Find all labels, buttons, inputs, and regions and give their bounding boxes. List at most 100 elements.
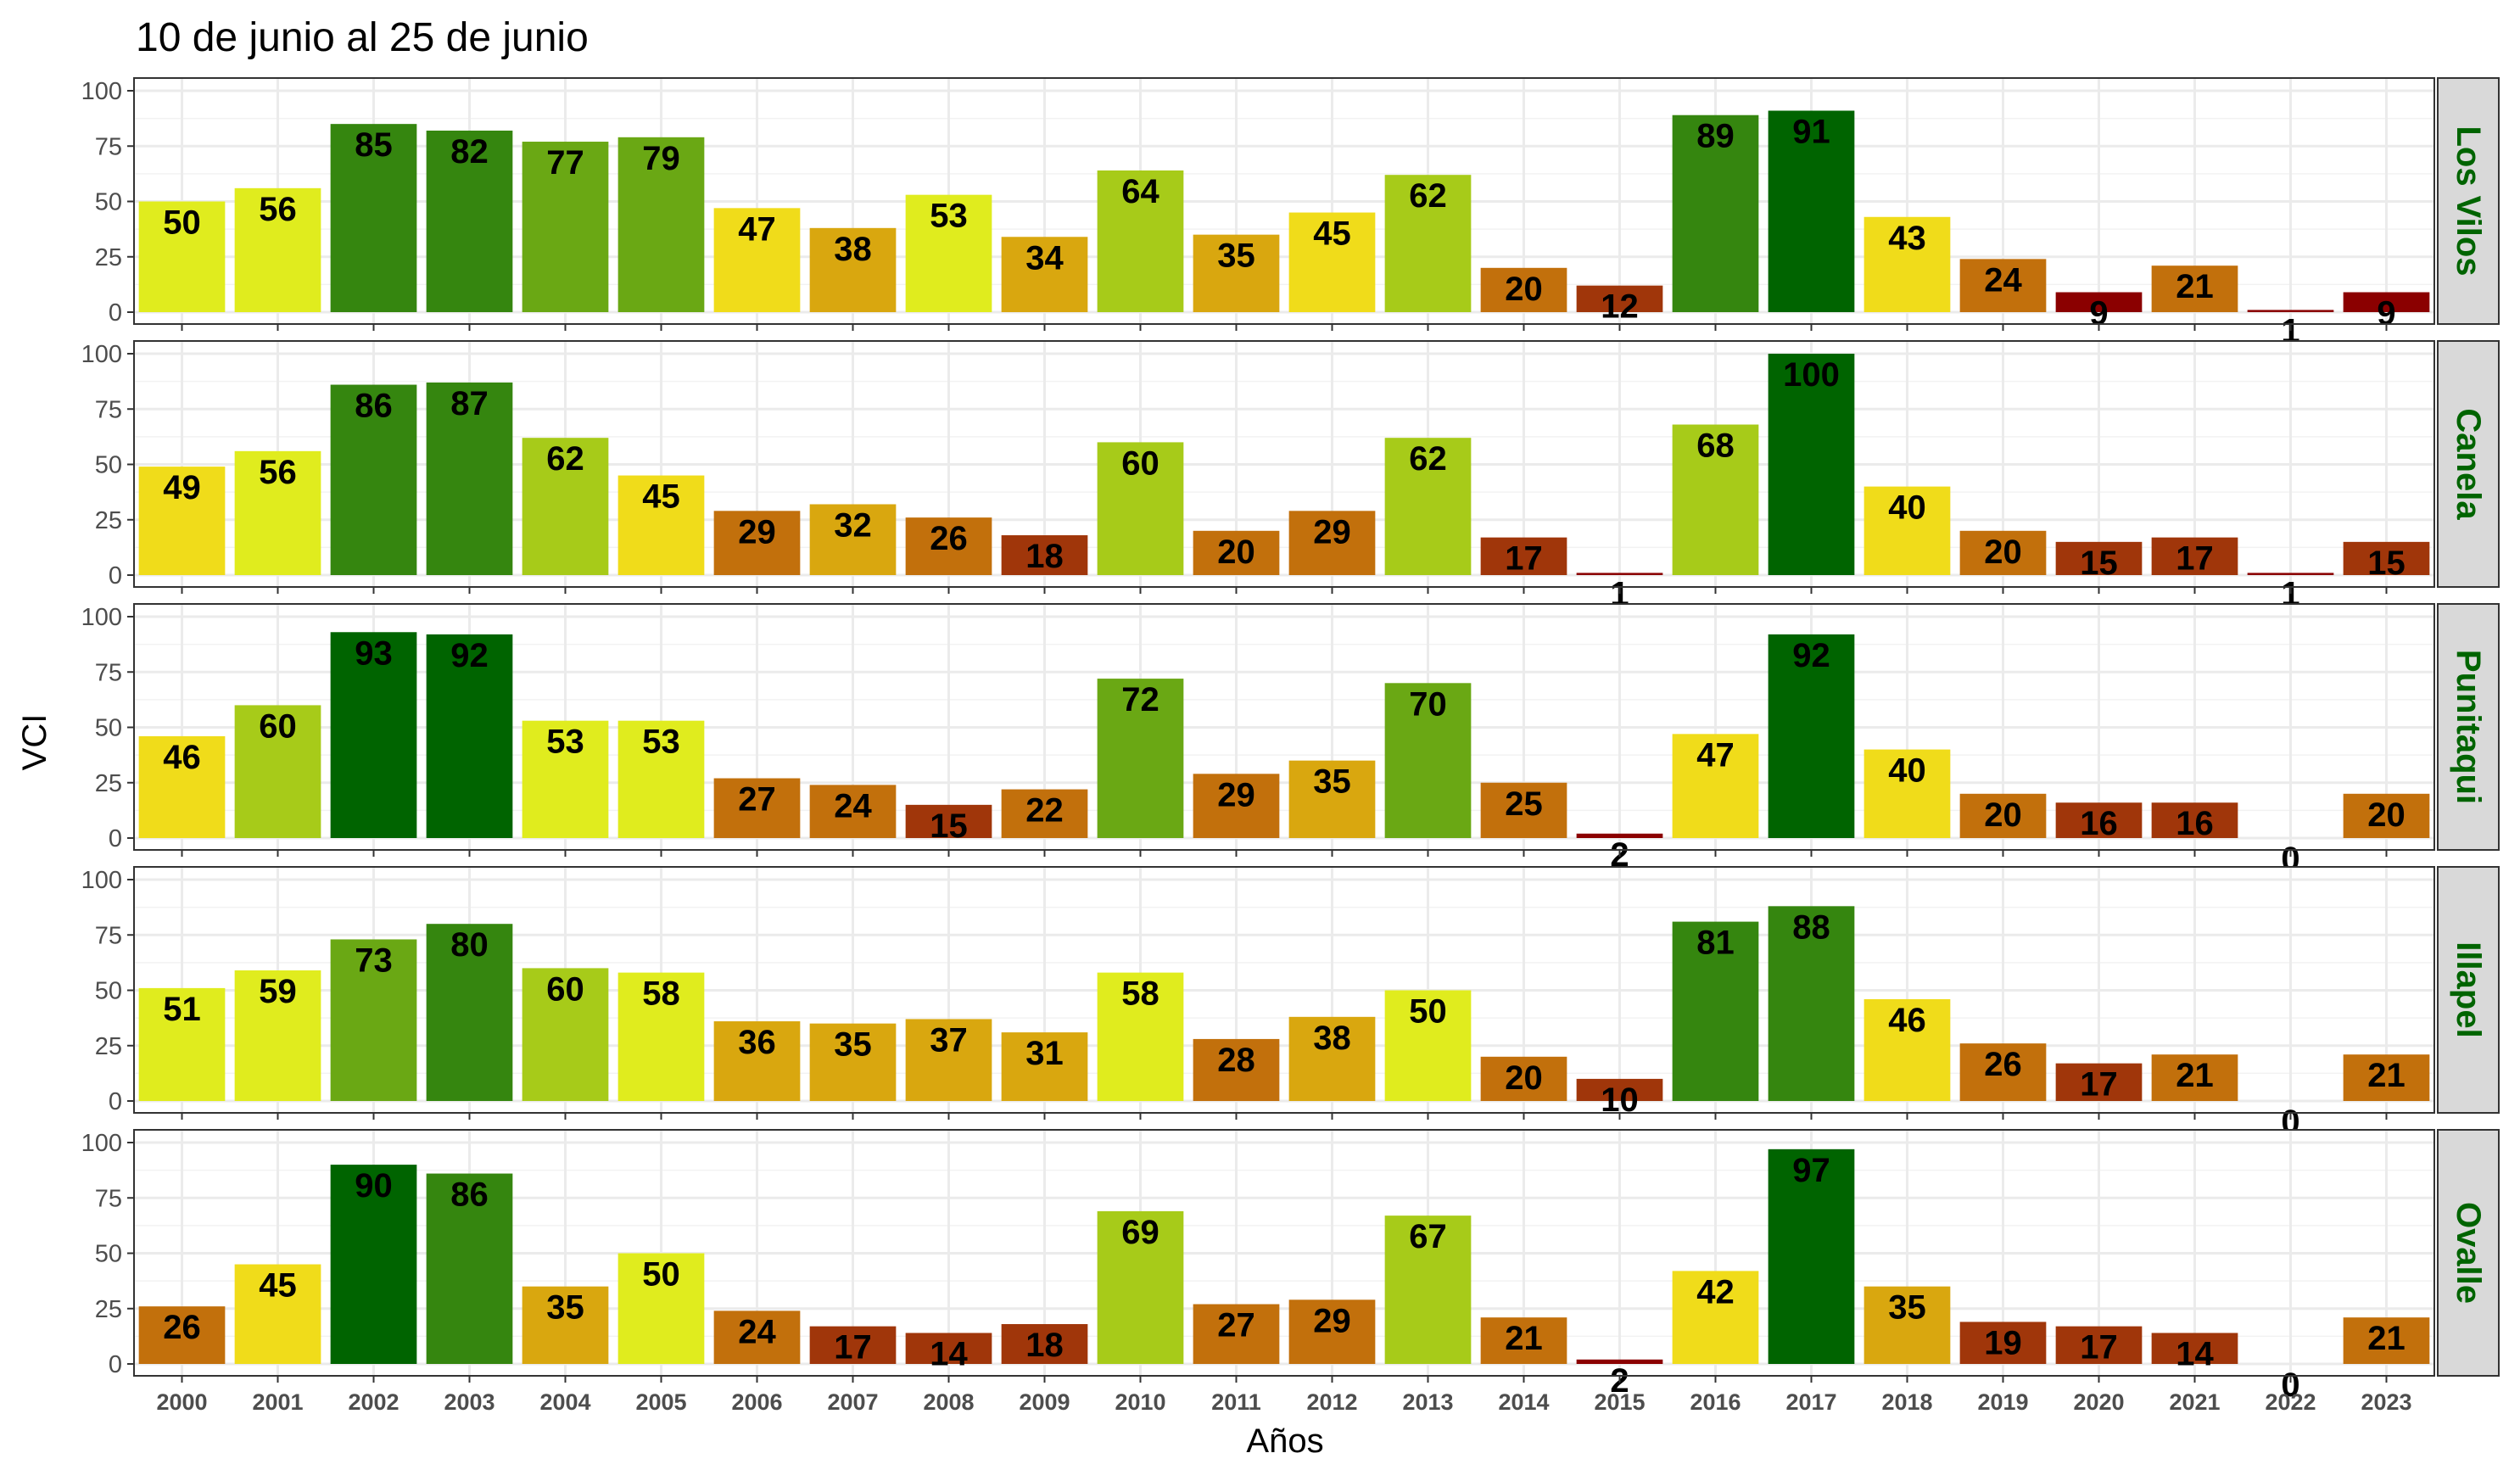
bar-value-label: 29 bbox=[1217, 776, 1255, 813]
bar-value-label: 20 bbox=[1217, 534, 1255, 571]
bar-value-label: 17 bbox=[2176, 540, 2214, 578]
x-tick-label: 2018 bbox=[1881, 1389, 1932, 1415]
bar-punitaqui-2005 bbox=[617, 720, 705, 838]
x-tick-label: 2003 bbox=[444, 1389, 495, 1415]
bar-punitaqui-2020 bbox=[2055, 802, 2143, 838]
x-tick-label: 2012 bbox=[1306, 1389, 1357, 1415]
bar-value-label: 34 bbox=[1025, 239, 1064, 277]
bar-value-label: 58 bbox=[1121, 975, 1159, 1013]
bar-value-label: 36 bbox=[738, 1024, 776, 1061]
y-tick-label: 0 bbox=[109, 1088, 122, 1115]
bar-value-label: 14 bbox=[2176, 1335, 2214, 1372]
y-tick-label: 50 bbox=[95, 452, 122, 479]
bar-ovalle-2000 bbox=[138, 1306, 226, 1364]
y-tick-label: 0 bbox=[109, 825, 122, 852]
bar-canela-2004 bbox=[522, 438, 609, 575]
bar-los-vilos-2013 bbox=[1384, 175, 1472, 312]
panel-border bbox=[133, 603, 2435, 851]
bar-value-label: 91 bbox=[1792, 113, 1830, 150]
bar-los-vilos-2005 bbox=[617, 137, 705, 312]
bar-canela-2016 bbox=[1672, 424, 1759, 575]
x-tick-label: 2004 bbox=[539, 1389, 590, 1415]
bar-value-label: 68 bbox=[1696, 428, 1735, 465]
y-tick-label: 0 bbox=[109, 1351, 122, 1378]
bar-canela-2020 bbox=[2055, 541, 2143, 575]
bar-illapel-2014 bbox=[1480, 1056, 1567, 1101]
bar-value-label: 18 bbox=[1025, 1327, 1064, 1364]
bar-value-label: 40 bbox=[1888, 752, 1926, 790]
bar-value-label: 90 bbox=[355, 1167, 393, 1204]
bar-value-label: 37 bbox=[930, 1021, 968, 1059]
bar-ovalle-2003 bbox=[426, 1173, 513, 1364]
y-tick-label: 75 bbox=[95, 396, 122, 423]
panel-border bbox=[133, 340, 2435, 588]
bar-value-label: 9 bbox=[2377, 295, 2395, 333]
bar-los-vilos-2020 bbox=[2055, 292, 2143, 312]
bar-canela-2021 bbox=[2151, 537, 2238, 575]
bar-illapel-2004 bbox=[522, 968, 609, 1101]
bar-value-label: 50 bbox=[1409, 993, 1447, 1031]
strip-label: Canela bbox=[2450, 408, 2487, 520]
bar-value-label: 46 bbox=[1888, 1002, 1926, 1039]
bar-punitaqui-2009 bbox=[1001, 789, 1088, 838]
bar-punitaqui-2004 bbox=[522, 720, 609, 838]
y-tick-label: 25 bbox=[95, 1033, 122, 1060]
strip-illapel bbox=[2437, 866, 2500, 1114]
x-axis-title: Años bbox=[1246, 1422, 1323, 1460]
bar-los-vilos-2023 bbox=[2343, 292, 2430, 312]
bar-illapel-2017 bbox=[1768, 906, 1855, 1101]
bar-value-label: 27 bbox=[738, 781, 776, 819]
bar-value-label: 60 bbox=[259, 707, 297, 745]
bar-value-label: 67 bbox=[1409, 1218, 1447, 1255]
bar-value-label: 56 bbox=[259, 454, 297, 491]
bar-value-label: 12 bbox=[1601, 288, 1639, 326]
bar-value-label: 80 bbox=[450, 926, 489, 964]
x-tick-label: 2007 bbox=[827, 1389, 878, 1415]
bar-ovalle-2008 bbox=[905, 1333, 992, 1364]
y-tick-label: 25 bbox=[95, 1296, 122, 1323]
bar-value-label: 15 bbox=[2080, 545, 2118, 582]
bar-value-label: 29 bbox=[1313, 513, 1351, 550]
bar-illapel-2002 bbox=[330, 939, 417, 1101]
bar-value-label: 26 bbox=[1984, 1046, 2022, 1083]
y-tick-label: 0 bbox=[109, 562, 122, 590]
bar-value-label: 17 bbox=[1505, 540, 1543, 578]
y-tick-label: 25 bbox=[95, 244, 122, 271]
bar-value-label: 20 bbox=[1505, 1059, 1543, 1097]
bar-canela-2011 bbox=[1193, 530, 1280, 575]
bar-los-vilos-2017 bbox=[1768, 110, 1855, 312]
bar-value-label: 15 bbox=[930, 808, 968, 845]
bar-illapel-2023 bbox=[2343, 1054, 2430, 1101]
x-tick-label: 2023 bbox=[2361, 1389, 2411, 1415]
bar-los-vilos-2010 bbox=[1097, 170, 1184, 312]
panel-los-vilos: 0 25 50 75 100 50 56 85 82 77 79 47 38 53 34 64 35 45 62 20… bbox=[81, 77, 2500, 349]
bar-value-label: 17 bbox=[2080, 1066, 2118, 1104]
bar-value-label: 77 bbox=[546, 144, 584, 182]
bar-ovalle-2011 bbox=[1193, 1304, 1280, 1364]
y-tick-label: 75 bbox=[95, 133, 122, 160]
bar-ovalle-2013 bbox=[1384, 1216, 1472, 1364]
panel-ovalle: 0 25 50 75 100 26 45 90 86 35 50 24 17 14 18 69 27 29 67 21… bbox=[81, 1129, 2500, 1404]
bar-value-label: 16 bbox=[2176, 805, 2214, 842]
bar-punitaqui-2017 bbox=[1768, 634, 1855, 838]
bar-value-label: 28 bbox=[1217, 1042, 1255, 1079]
bar-value-label: 46 bbox=[163, 739, 201, 776]
bar-los-vilos-2001 bbox=[234, 187, 321, 312]
bar-punitaqui-2011 bbox=[1193, 774, 1280, 838]
bar-ovalle-2018 bbox=[1863, 1286, 1951, 1364]
y-tick-label: 100 bbox=[81, 1130, 122, 1157]
y-tick-label: 75 bbox=[95, 922, 122, 949]
bar-value-label: 27 bbox=[1217, 1307, 1255, 1344]
x-tick-label: 2006 bbox=[731, 1389, 782, 1415]
y-tick-label: 25 bbox=[95, 770, 122, 797]
bar-canela-2001 bbox=[234, 450, 321, 575]
bar-canela-2009 bbox=[1001, 535, 1088, 575]
bar-punitaqui-2016 bbox=[1672, 734, 1759, 838]
bar-value-label: 42 bbox=[1696, 1273, 1735, 1311]
bar-value-label: 56 bbox=[259, 191, 297, 228]
bar-los-vilos-2016 bbox=[1672, 115, 1759, 312]
bar-value-label: 50 bbox=[642, 1256, 680, 1294]
x-tick-label: 2013 bbox=[1402, 1389, 1453, 1415]
bar-value-label: 59 bbox=[259, 973, 297, 1010]
bar-value-label: 38 bbox=[834, 231, 872, 268]
